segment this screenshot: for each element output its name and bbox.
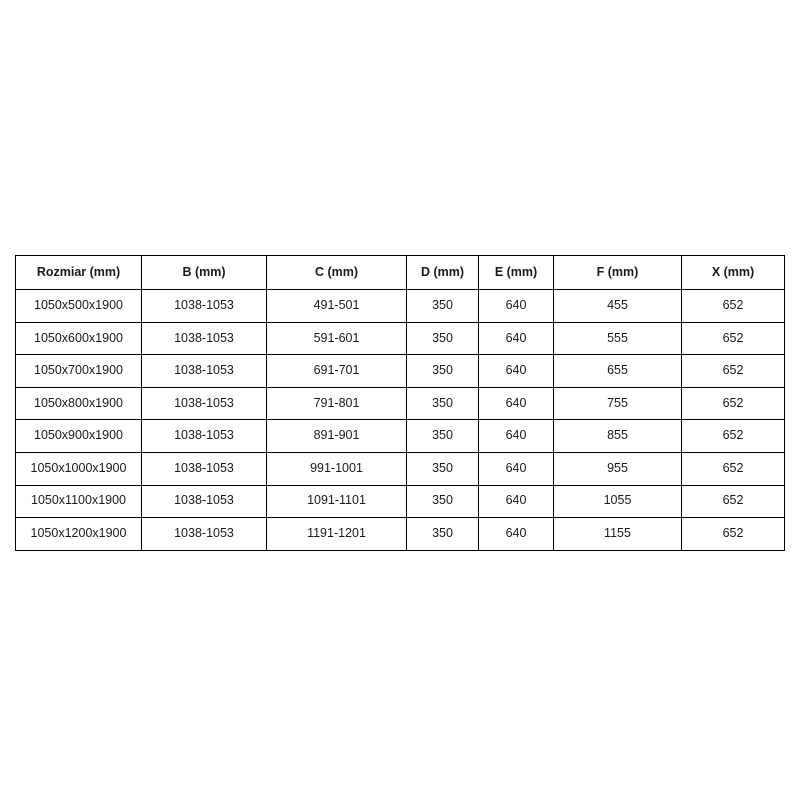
- table-row: 1050x800x1900 1038-1053 791-801 350 640 …: [15, 386, 785, 421]
- table-row: 1050x600x1900 1038-1053 591-601 350 640 …: [15, 321, 785, 356]
- cell-e: 640: [478, 484, 554, 519]
- cell-e: 640: [478, 419, 554, 453]
- cell-d: 350: [406, 419, 479, 453]
- column-header-d: D (mm): [406, 255, 479, 290]
- cell-c: 891-901: [266, 419, 407, 453]
- cell-d: 350: [406, 451, 479, 486]
- column-header-f: F (mm): [553, 255, 682, 290]
- column-header-e: E (mm): [478, 255, 554, 290]
- cell-f: 555: [553, 321, 682, 356]
- column-header-x: X (mm): [681, 255, 785, 290]
- cell-d: 350: [406, 484, 479, 519]
- cell-rozmiar: 1050x1100x1900: [15, 484, 142, 519]
- table-row: 1050x700x1900 1038-1053 691-701 350 640 …: [15, 354, 785, 388]
- cell-d: 350: [406, 289, 479, 323]
- table-row: 1050x1200x1900 1038-1053 1191-1201 350 6…: [15, 517, 785, 551]
- column-header-rozmiar: Rozmiar (mm): [15, 255, 142, 290]
- cell-rozmiar: 1050x600x1900: [15, 321, 142, 356]
- cell-c: 991-1001: [266, 451, 407, 486]
- cell-rozmiar: 1050x500x1900: [15, 289, 142, 323]
- table-row: 1050x1000x1900 1038-1053 991-1001 350 64…: [15, 451, 785, 486]
- cell-x: 652: [681, 484, 785, 519]
- cell-c: 491-501: [266, 289, 407, 323]
- cell-x: 652: [681, 354, 785, 388]
- cell-c: 791-801: [266, 386, 407, 421]
- table-header: Rozmiar (mm) B (mm) C (mm) D (mm) E (mm)…: [15, 255, 785, 290]
- cell-rozmiar: 1050x700x1900: [15, 354, 142, 388]
- cell-b: 1038-1053: [141, 517, 267, 551]
- cell-e: 640: [478, 517, 554, 551]
- cell-f: 955: [553, 451, 682, 486]
- cell-c: 691-701: [266, 354, 407, 388]
- cell-x: 652: [681, 386, 785, 421]
- cell-x: 652: [681, 289, 785, 323]
- cell-d: 350: [406, 321, 479, 356]
- cell-x: 652: [681, 419, 785, 453]
- cell-rozmiar: 1050x1000x1900: [15, 451, 142, 486]
- cell-x: 652: [681, 321, 785, 356]
- cell-d: 350: [406, 386, 479, 421]
- table-row: 1050x900x1900 1038-1053 891-901 350 640 …: [15, 419, 785, 453]
- cell-rozmiar: 1050x1200x1900: [15, 517, 142, 551]
- table-row: 1050x1100x1900 1038-1053 1091-1101 350 6…: [15, 484, 785, 519]
- cell-f: 755: [553, 386, 682, 421]
- cell-x: 652: [681, 517, 785, 551]
- column-header-b: B (mm): [141, 255, 267, 290]
- column-header-c: C (mm): [266, 255, 407, 290]
- cell-c: 1191-1201: [266, 517, 407, 551]
- specification-table-container: Rozmiar (mm) B (mm) C (mm) D (mm) E (mm)…: [15, 255, 785, 551]
- cell-f: 655: [553, 354, 682, 388]
- cell-b: 1038-1053: [141, 289, 267, 323]
- cell-b: 1038-1053: [141, 451, 267, 486]
- cell-e: 640: [478, 289, 554, 323]
- cell-c: 591-601: [266, 321, 407, 356]
- cell-e: 640: [478, 321, 554, 356]
- cell-f: 1155: [553, 517, 682, 551]
- cell-b: 1038-1053: [141, 386, 267, 421]
- cell-b: 1038-1053: [141, 354, 267, 388]
- cell-f: 1055: [553, 484, 682, 519]
- cell-x: 652: [681, 451, 785, 486]
- cell-b: 1038-1053: [141, 484, 267, 519]
- table-row: 1050x500x1900 1038-1053 491-501 350 640 …: [15, 289, 785, 323]
- cell-b: 1038-1053: [141, 321, 267, 356]
- cell-e: 640: [478, 451, 554, 486]
- cell-f: 855: [553, 419, 682, 453]
- cell-e: 640: [478, 386, 554, 421]
- cell-e: 640: [478, 354, 554, 388]
- cell-d: 350: [406, 517, 479, 551]
- cell-c: 1091-1101: [266, 484, 407, 519]
- table-body: 1050x500x1900 1038-1053 491-501 350 640 …: [15, 289, 785, 551]
- cell-f: 455: [553, 289, 682, 323]
- cell-b: 1038-1053: [141, 419, 267, 453]
- cell-rozmiar: 1050x900x1900: [15, 419, 142, 453]
- cell-rozmiar: 1050x800x1900: [15, 386, 142, 421]
- table-header-row: Rozmiar (mm) B (mm) C (mm) D (mm) E (mm)…: [15, 255, 785, 290]
- cell-d: 350: [406, 354, 479, 388]
- dimensions-spec-table: Rozmiar (mm) B (mm) C (mm) D (mm) E (mm)…: [15, 255, 785, 551]
